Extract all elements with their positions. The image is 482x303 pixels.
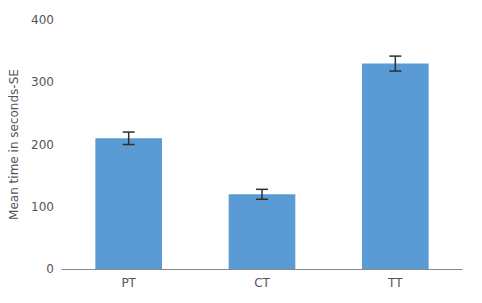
svg-text:200: 200 [31,138,54,152]
svg-text:400: 400 [31,13,54,27]
svg-text:300: 300 [31,75,54,89]
svg-text:TT: TT [387,276,403,290]
svg-text:PT: PT [121,276,136,290]
svg-text:CT: CT [254,276,270,290]
svg-text:100: 100 [31,200,54,214]
svg-text:Mean time in seconds-SE: Mean time in seconds-SE [7,69,21,220]
svg-text:0: 0 [46,262,54,276]
